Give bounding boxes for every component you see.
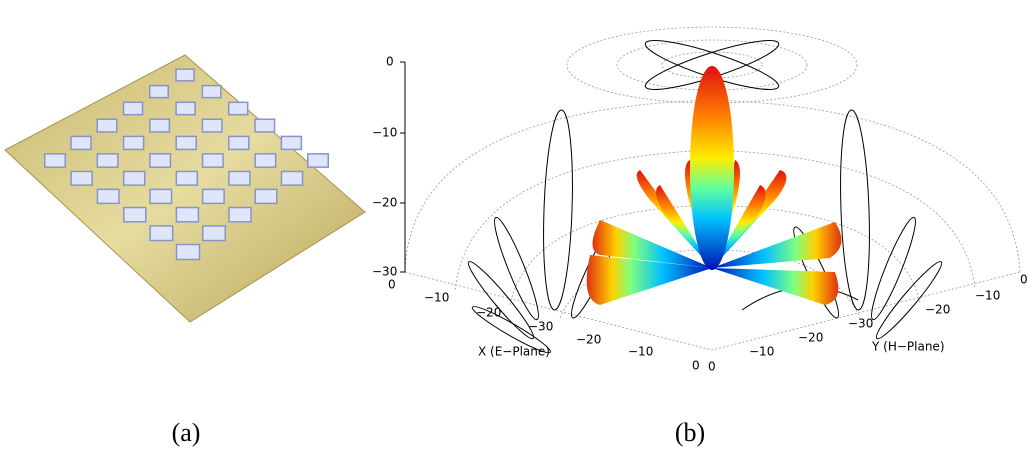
patch [255, 154, 276, 167]
patch [177, 245, 200, 260]
y-tick-label: −20 [798, 331, 823, 345]
patch [176, 208, 198, 222]
patch [176, 136, 196, 149]
patch [308, 154, 329, 167]
patch [124, 136, 144, 149]
patch [229, 208, 251, 222]
x-tick-label: −20 [576, 333, 601, 347]
patch [97, 154, 118, 167]
patch [150, 226, 173, 241]
y-tick-label: −10 [975, 289, 1000, 303]
y-tick-label: 0 [1020, 273, 1028, 287]
patch [124, 208, 146, 222]
patch [150, 119, 170, 132]
patch [203, 226, 226, 241]
patch [45, 154, 66, 167]
plate [5, 55, 365, 322]
z-tick-label: −30 [372, 265, 397, 279]
patch [176, 69, 194, 81]
patch [229, 171, 250, 185]
x-tick-label: 0 [692, 359, 700, 373]
patch [124, 171, 145, 185]
figure: (a) 0 [0, 0, 1034, 455]
y-tick-label: −30 [848, 317, 873, 331]
y-tick-label: −20 [925, 303, 950, 317]
patch [176, 171, 197, 185]
z-tick-label: 0 [386, 55, 394, 69]
patch [202, 86, 221, 98]
patch [229, 136, 249, 149]
patch [203, 189, 225, 203]
y-tick-label: −10 [749, 345, 774, 359]
patch [97, 189, 119, 203]
patch [150, 189, 172, 203]
patch [281, 136, 301, 149]
x-tick-label: −10 [424, 291, 449, 305]
x-tick-label: −30 [528, 320, 553, 334]
patch [71, 136, 91, 149]
patch [71, 171, 92, 185]
x-tick-label: −10 [628, 345, 653, 359]
patch [255, 119, 274, 132]
patch [150, 86, 169, 98]
patch [124, 102, 143, 114]
y-tick-label: 0 [708, 360, 716, 374]
patch [176, 102, 195, 114]
patch [203, 154, 224, 167]
x-axis-label: X (E−Plane) [478, 345, 550, 359]
patch [202, 119, 222, 132]
x-tick-label: 0 [388, 278, 396, 292]
z-tick-label: −20 [372, 196, 397, 210]
caption: (b) [675, 418, 705, 447]
z-tick-label: −10 [372, 126, 397, 140]
patch [255, 189, 277, 203]
patch [282, 171, 303, 185]
patch [150, 154, 171, 167]
caption: (a) [172, 418, 201, 447]
x-tick-label: −20 [476, 306, 501, 320]
patch [97, 119, 117, 132]
patch [229, 102, 248, 114]
y-axis-label: Y (H−Plane) [871, 340, 945, 354]
